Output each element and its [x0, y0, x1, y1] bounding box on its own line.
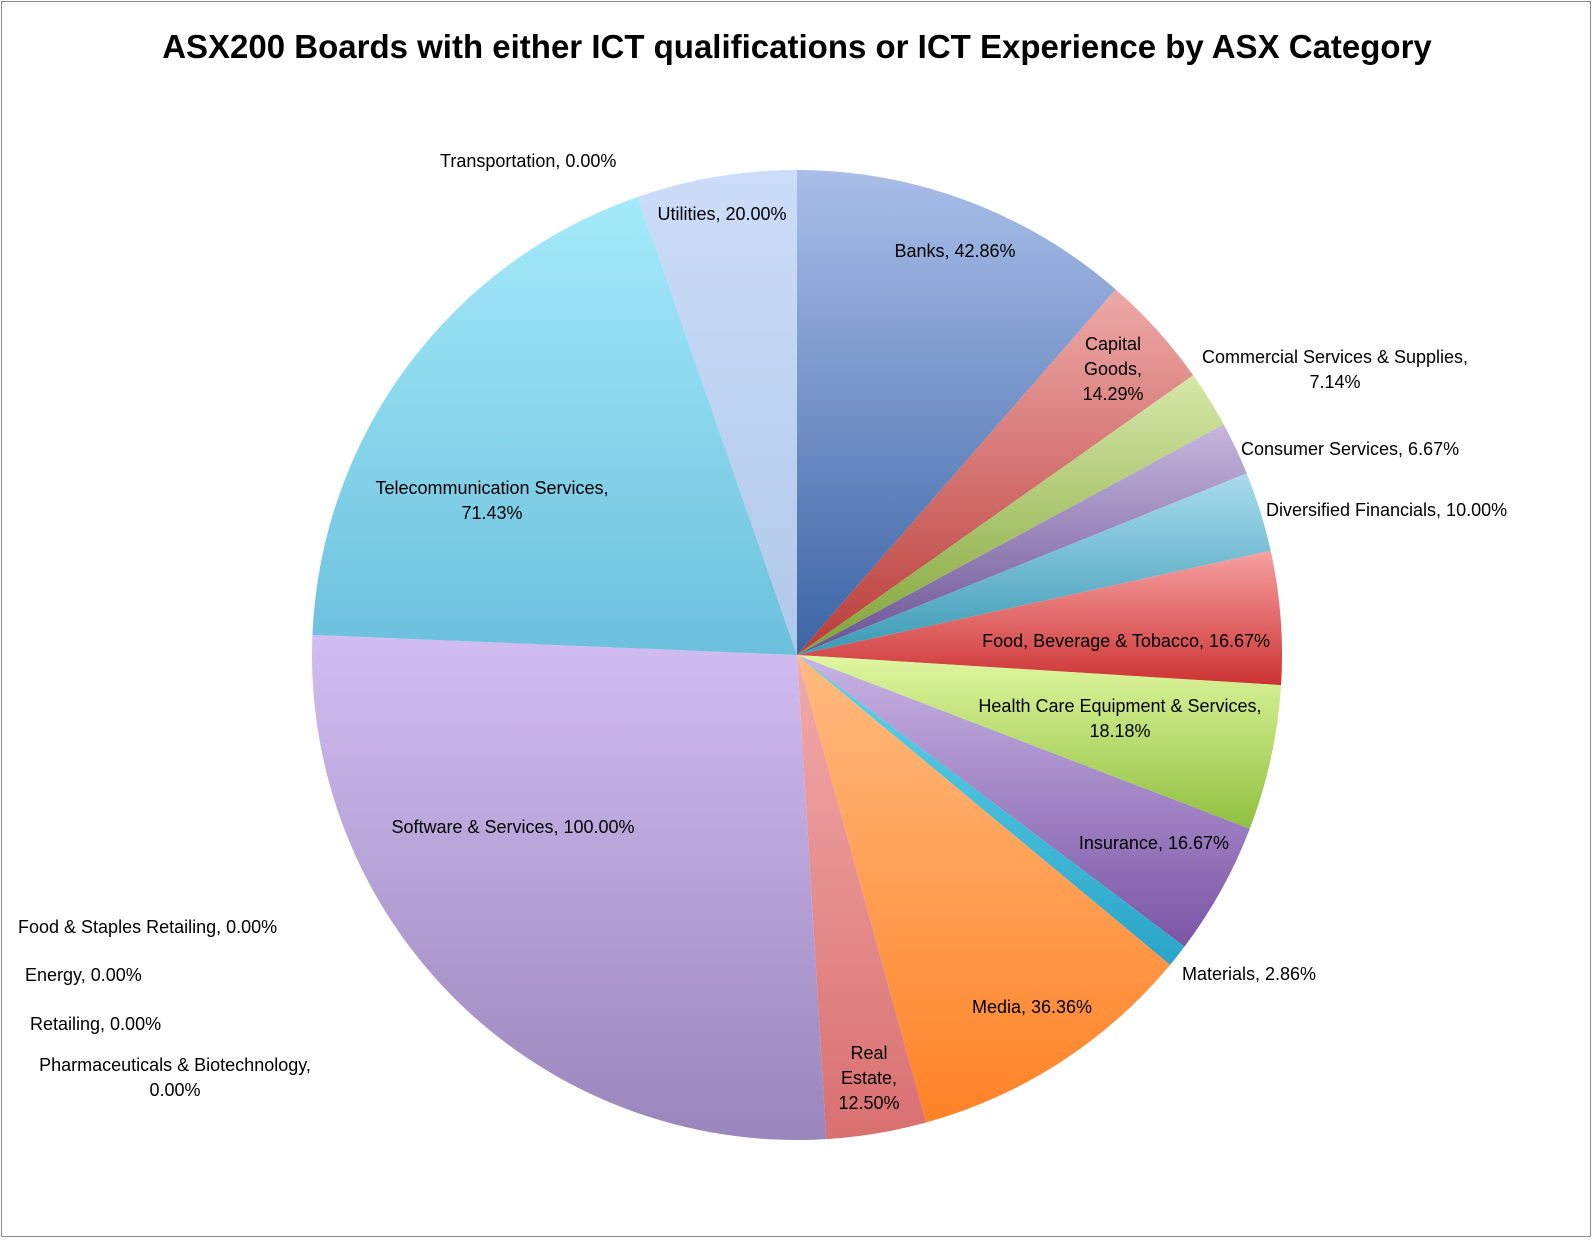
- chart-title: ASX200 Boards with either ICT qualificat…: [162, 28, 1432, 65]
- label-utilities: Utilities, 20.00%: [657, 204, 786, 224]
- label-food-beverage-tobacco: Food, Beverage & Tobacco, 16.67%: [982, 631, 1270, 651]
- label-commercial-services-supplies: Commercial Services & Supplies, 7.14%: [1202, 347, 1468, 392]
- slice-software-services: [312, 634, 827, 1140]
- label-capital-goods: Capital Goods, 14.29%: [1082, 334, 1143, 404]
- pie-slices: [312, 170, 1282, 1140]
- label-energy: Energy, 0.00%: [25, 965, 142, 985]
- label-retailing: Retailing, 0.00%: [30, 1014, 161, 1034]
- label-diversified-financials: Diversified Financials, 10.00%: [1266, 500, 1507, 520]
- label-health-care-equipment-services: Health Care Equipment & Services, 18.18%: [978, 696, 1261, 741]
- label-materials: Materials, 2.86%: [1182, 964, 1316, 984]
- slice-capital-goods: [797, 289, 1194, 655]
- slice-banks: [797, 170, 1116, 655]
- label-transportation: Transportation, 0.00%: [440, 151, 616, 171]
- slice-labels: Banks, 42.86% Capital Goods, 14.29% Commerci…: [18, 151, 1507, 1113]
- slice-real-estate: [797, 655, 927, 1140]
- label-consumer-services: Consumer Services, 6.67%: [1241, 439, 1459, 459]
- slice-consumer-services: [797, 424, 1247, 655]
- slice-health-care-equipment-services: [797, 655, 1282, 829]
- slice-materials: [797, 655, 1185, 965]
- label-insurance: Insurance, 16.67%: [1079, 833, 1229, 853]
- slice-insurance: [797, 655, 1250, 947]
- label-banks: Banks, 42.86%: [894, 241, 1015, 261]
- slice-food-beverage-tobacco: [797, 550, 1282, 686]
- label-media: Media, 36.36%: [972, 997, 1092, 1017]
- slice-media: [797, 655, 1171, 1123]
- slice-utilities: [637, 170, 797, 655]
- label-real-estate: Real Estate, 12.50%: [838, 1043, 899, 1113]
- label-software-services: Software & Services, 100.00%: [391, 817, 634, 837]
- slice-telecommunication-services: [312, 196, 797, 655]
- label-food-staples-retailing: Food & Staples Retailing, 0.00%: [18, 917, 277, 937]
- slice-diversified-financials: [797, 473, 1271, 655]
- label-telecommunication-services: Telecommunication Services, 71.43%: [375, 478, 608, 523]
- slice-commercial-services-supplies: [797, 375, 1224, 655]
- label-pharmaceuticals-biotechnology: Pharmaceuticals & Biotechnology, 0.00%: [39, 1055, 311, 1100]
